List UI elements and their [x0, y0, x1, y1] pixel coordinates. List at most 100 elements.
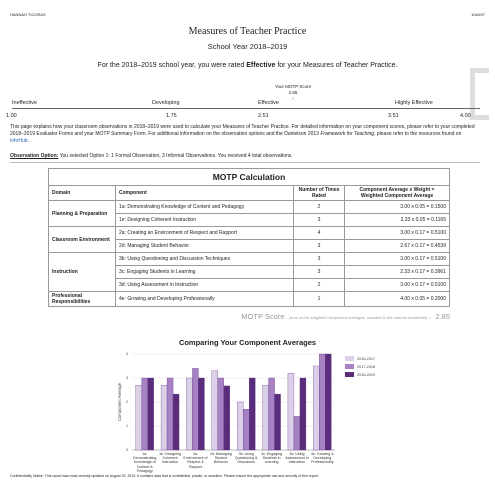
bar — [262, 385, 269, 451]
th: Domain — [48, 185, 116, 201]
header-name: HANNAH TICORAS — [10, 12, 46, 17]
times-rated: 3 — [293, 239, 345, 253]
text: This page explains how your classroom ob… — [10, 124, 475, 137]
bar — [287, 373, 295, 451]
row: MOTP Calculation — [48, 168, 450, 186]
y-tick-label: 4 — [126, 352, 128, 356]
bar — [192, 368, 199, 451]
level-label: Ineffective — [12, 100, 37, 106]
text: . — [27, 138, 29, 144]
th: Component Average x Weight = Weighted Co… — [344, 185, 450, 201]
weighted-average: 2.33 x 0.05 = 0.1165 — [344, 213, 450, 227]
text: , please refer to the resources found on — [374, 131, 462, 137]
bar — [268, 377, 275, 451]
weighted-average: 3.00 x 0.17 = 0.5100 — [344, 252, 450, 266]
x-tick-label: 4e: Growing & Developing Professionally — [310, 452, 334, 465]
weighted-average: 4.00 x 0.05 = 0.2000 — [344, 291, 450, 307]
total-note: (sum of the weighted component averages,… — [288, 315, 431, 320]
x-tick-label: 2d: Managing Student Behavior — [209, 452, 232, 465]
times-rated: 3 — [293, 252, 345, 266]
score-value: 2.85 — [288, 90, 298, 95]
bar — [274, 393, 281, 451]
weighted-average: 3.00 x 0.05 = 0.1500 — [344, 200, 450, 214]
bar — [198, 377, 205, 451]
bar — [147, 377, 154, 451]
domain: Professional Responsibilities — [48, 291, 116, 307]
weighted-average: 3.00 x 0.17 = 0.5100 — [344, 226, 450, 240]
legend-swatch — [345, 364, 354, 369]
y-tick-label: 3 — [126, 376, 128, 380]
scale-line — [12, 108, 480, 109]
header-id: 10A497 — [471, 12, 485, 17]
bar — [293, 416, 301, 451]
component: 2d: Managing Student Behavior — [115, 239, 294, 253]
y-tick-label: 0 — [126, 448, 128, 452]
chart: 0 1 2 3 4 Component Average 2016-2017 2017-2018… — [117, 352, 375, 452]
bar — [135, 385, 142, 451]
legend-label: 2017-2018 — [357, 365, 375, 369]
bar — [243, 409, 250, 451]
weighted-average: 3.00 x 0.17 = 0.5100 — [344, 278, 450, 292]
component: 2a: Creating an Environment of Respect a… — [115, 226, 294, 240]
legend-swatch — [345, 356, 354, 361]
x-tick-label: 3c: Engaging Students in Learning — [261, 452, 283, 465]
times-rated: 3 — [293, 213, 345, 227]
subtitle: School Year 2018–2019 — [207, 42, 288, 51]
row: Professional Responsibilities 4e: Growing… — [48, 291, 450, 307]
table-title: MOTP Calculation — [48, 168, 450, 186]
total-label: MOTP Score — [241, 312, 285, 321]
bar — [223, 385, 230, 451]
bar — [166, 377, 174, 451]
rating: Effective — [246, 62, 276, 69]
label: Observation Option: — [10, 153, 59, 159]
bracket — [470, 68, 489, 120]
weighted-average: 2.33 x 0.17 = 0.3961 — [344, 265, 450, 279]
link[interactable]: InfoHub — [10, 138, 28, 144]
weighted-average: 2.67 x 0.17 = 0.4539 — [344, 239, 450, 253]
scale-point: 4.00 — [460, 113, 471, 119]
explanation: This page explains how your classroom ob… — [10, 124, 480, 145]
legend-swatch — [345, 372, 354, 377]
scale-point: 1.75 — [166, 113, 177, 119]
row: Planning & Preparation 1a: Demonstrating … — [48, 200, 450, 227]
bar — [141, 377, 148, 451]
th: Number of Times Rated — [293, 185, 345, 201]
times-rated: 4 — [293, 226, 345, 240]
legend-label: 2016-2017 — [357, 357, 375, 361]
row: 2d: Managing Student Behavior 3 2.67 x 0.1… — [49, 239, 450, 253]
bar — [172, 393, 180, 451]
row: Instruction 3b: Using Questioning and Dis… — [48, 252, 450, 292]
bar — [217, 377, 224, 451]
times-rated: 1 — [293, 291, 345, 307]
header-row: Domain Component Number of Times Rated C… — [48, 185, 450, 201]
total-value: 2.85 — [435, 312, 450, 321]
footer: Confidentiality Notice: This report was … — [10, 474, 319, 478]
bar — [325, 353, 332, 451]
times-rated: 2 — [293, 200, 345, 214]
x-tick-label: 3d: Using Assessment in Instruction — [285, 452, 309, 465]
total: MOTP Score (sum of the weighted componen… — [48, 306, 450, 324]
domain: Planning & Preparation — [48, 200, 116, 227]
x-tick-label: 1a: Demonstrating Knowledge of Content &… — [133, 452, 157, 473]
text: You selected Option 1: 1 Formal Observat… — [58, 153, 293, 159]
x-tick-label: 1e: Designing Coherent Instruction — [159, 452, 182, 465]
domain: Instruction — [48, 252, 116, 292]
text: Framework for Teaching — [320, 131, 375, 137]
bar — [319, 353, 326, 451]
y-tick-label: 1 — [126, 424, 128, 428]
legend-label: 2018-2019 — [357, 373, 375, 377]
scale-point: 3.51 — [388, 113, 399, 119]
component: 3b: Using Questioning and Discussion Tec… — [115, 252, 294, 266]
rating-sentence: For the 2018–2019 school year, you were … — [0, 62, 495, 69]
th: Component — [115, 185, 294, 201]
motp-table: MOTP Calculation Domain Component Number… — [48, 168, 450, 307]
x-tick-label: 3b: Using Questioning & Discussion — [234, 452, 258, 465]
score-box: Your MOTP Score 2.85 ↑ — [268, 84, 318, 102]
component: 3c: Engaging Students in Learning — [115, 265, 294, 279]
level-label: Developing — [152, 100, 180, 106]
title: Measures of Teacher Practice — [188, 26, 307, 37]
bar — [313, 365, 320, 451]
level-label: Effective — [258, 100, 279, 106]
observation: Observation Option: You selected Option … — [10, 153, 480, 163]
